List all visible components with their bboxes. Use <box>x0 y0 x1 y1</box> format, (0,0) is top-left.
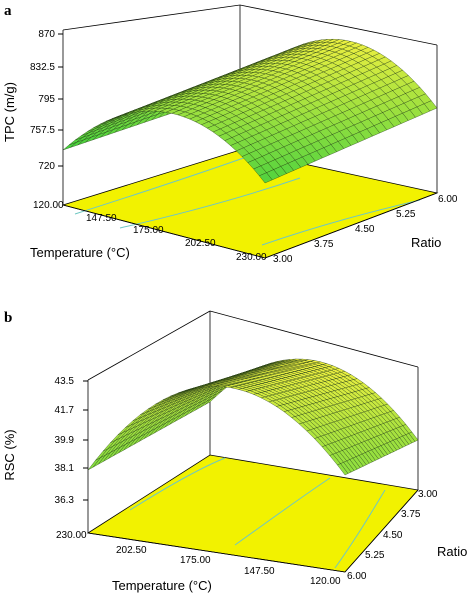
panel-a: a 720 757.5 795 832.5 870 TPC ( <box>2 3 458 265</box>
z-tick-label: 39.9 <box>55 435 75 446</box>
z-axis-label-b: RSC (%) <box>2 429 17 480</box>
z-tick-label: 38.1 <box>55 463 75 474</box>
x-axis-label-b: Temperature (°C) <box>112 578 212 593</box>
y-tick-label: 3.00 <box>273 254 293 265</box>
contour-line <box>234 477 331 546</box>
x-tick-label: 147.50 <box>86 213 117 224</box>
z-tick-label: 720 <box>38 161 55 172</box>
z-tick-label: 41.7 <box>55 405 75 416</box>
y-tick-label: 4.50 <box>355 224 375 235</box>
x-tick-label: 120.00 <box>33 200 64 211</box>
y-axis-a <box>264 192 438 259</box>
z-tick-label: 757.5 <box>30 125 55 136</box>
x-axis-b <box>87 532 346 573</box>
x-tick-label: 202.50 <box>185 238 216 249</box>
y-tick-label: 3.75 <box>401 509 421 520</box>
floor-plane-a <box>61 149 439 259</box>
x-ticks-b: 230.00 202.50 175.00 147.50 120.00 <box>56 530 341 587</box>
z-tick-label: 870 <box>38 29 55 40</box>
response-surface-a <box>62 39 438 184</box>
contour-line <box>119 177 301 229</box>
panel-label-a: a <box>4 3 12 19</box>
surface-patch <box>337 463 349 476</box>
contour-line <box>129 457 226 511</box>
x-ticks-a: 120.00 147.50 175.00 202.50 230.00 <box>33 200 267 263</box>
x-axis-a <box>62 204 266 259</box>
contour-line <box>334 489 386 569</box>
x-tick-label: 175.00 <box>133 225 164 236</box>
y-tick-label: 5.25 <box>396 209 416 220</box>
z-tick-label: 795 <box>38 94 55 105</box>
y-tick-label: 3.00 <box>418 489 438 500</box>
surface-patch <box>259 172 273 184</box>
y-tick-label: 6.00 <box>347 571 367 582</box>
x-tick-label: 202.50 <box>116 545 147 556</box>
y-axis-label-b: Ratio <box>437 544 467 559</box>
z-tick-label: 832.5 <box>30 62 55 73</box>
panel-label-b: b <box>4 310 12 326</box>
y-tick-label: 6.00 <box>438 194 458 205</box>
z-tick-label: 36.3 <box>55 495 75 506</box>
response-surface-b <box>87 358 419 476</box>
y-ticks-a: 3.00 3.75 4.50 5.25 6.00 <box>273 194 458 265</box>
x-tick-label: 147.50 <box>244 566 275 577</box>
x-axis-label-a: Temperature (°C) <box>30 245 130 260</box>
y-tick-label: 4.50 <box>383 530 403 541</box>
z-ticks-b: 36.3 38.1 39.9 41.7 43.5 <box>55 376 88 506</box>
y-tick-label: 3.75 <box>314 239 334 250</box>
x-tick-label: 230.00 <box>56 530 87 541</box>
x-tick-label: 230.00 <box>236 252 267 263</box>
y-ticks-b: 6.00 5.25 4.50 3.75 3.00 <box>347 489 438 582</box>
y-axis-b <box>344 489 419 573</box>
panel-b: b 36.3 38.1 39.9 41.7 43.5 RSC <box>2 310 467 593</box>
z-axis-label-a: TPC (m/g) <box>2 82 17 142</box>
x-tick-label: 175.00 <box>180 555 211 566</box>
contour-line <box>74 154 253 215</box>
contour-line <box>261 199 421 246</box>
z-ticks-a: 720 757.5 795 832.5 870 <box>30 29 63 172</box>
y-axis-label-a: Ratio <box>411 235 441 250</box>
y-tick-label: 5.25 <box>365 550 385 561</box>
z-tick-label: 43.5 <box>55 376 75 387</box>
x-tick-label: 120.00 <box>310 576 341 587</box>
